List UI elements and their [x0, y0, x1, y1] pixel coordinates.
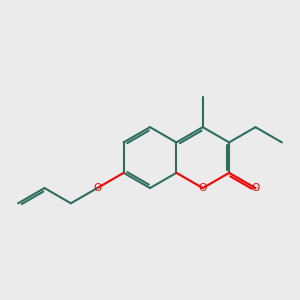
Text: O: O: [93, 183, 101, 193]
Text: O: O: [199, 183, 207, 193]
Text: O: O: [251, 183, 260, 193]
